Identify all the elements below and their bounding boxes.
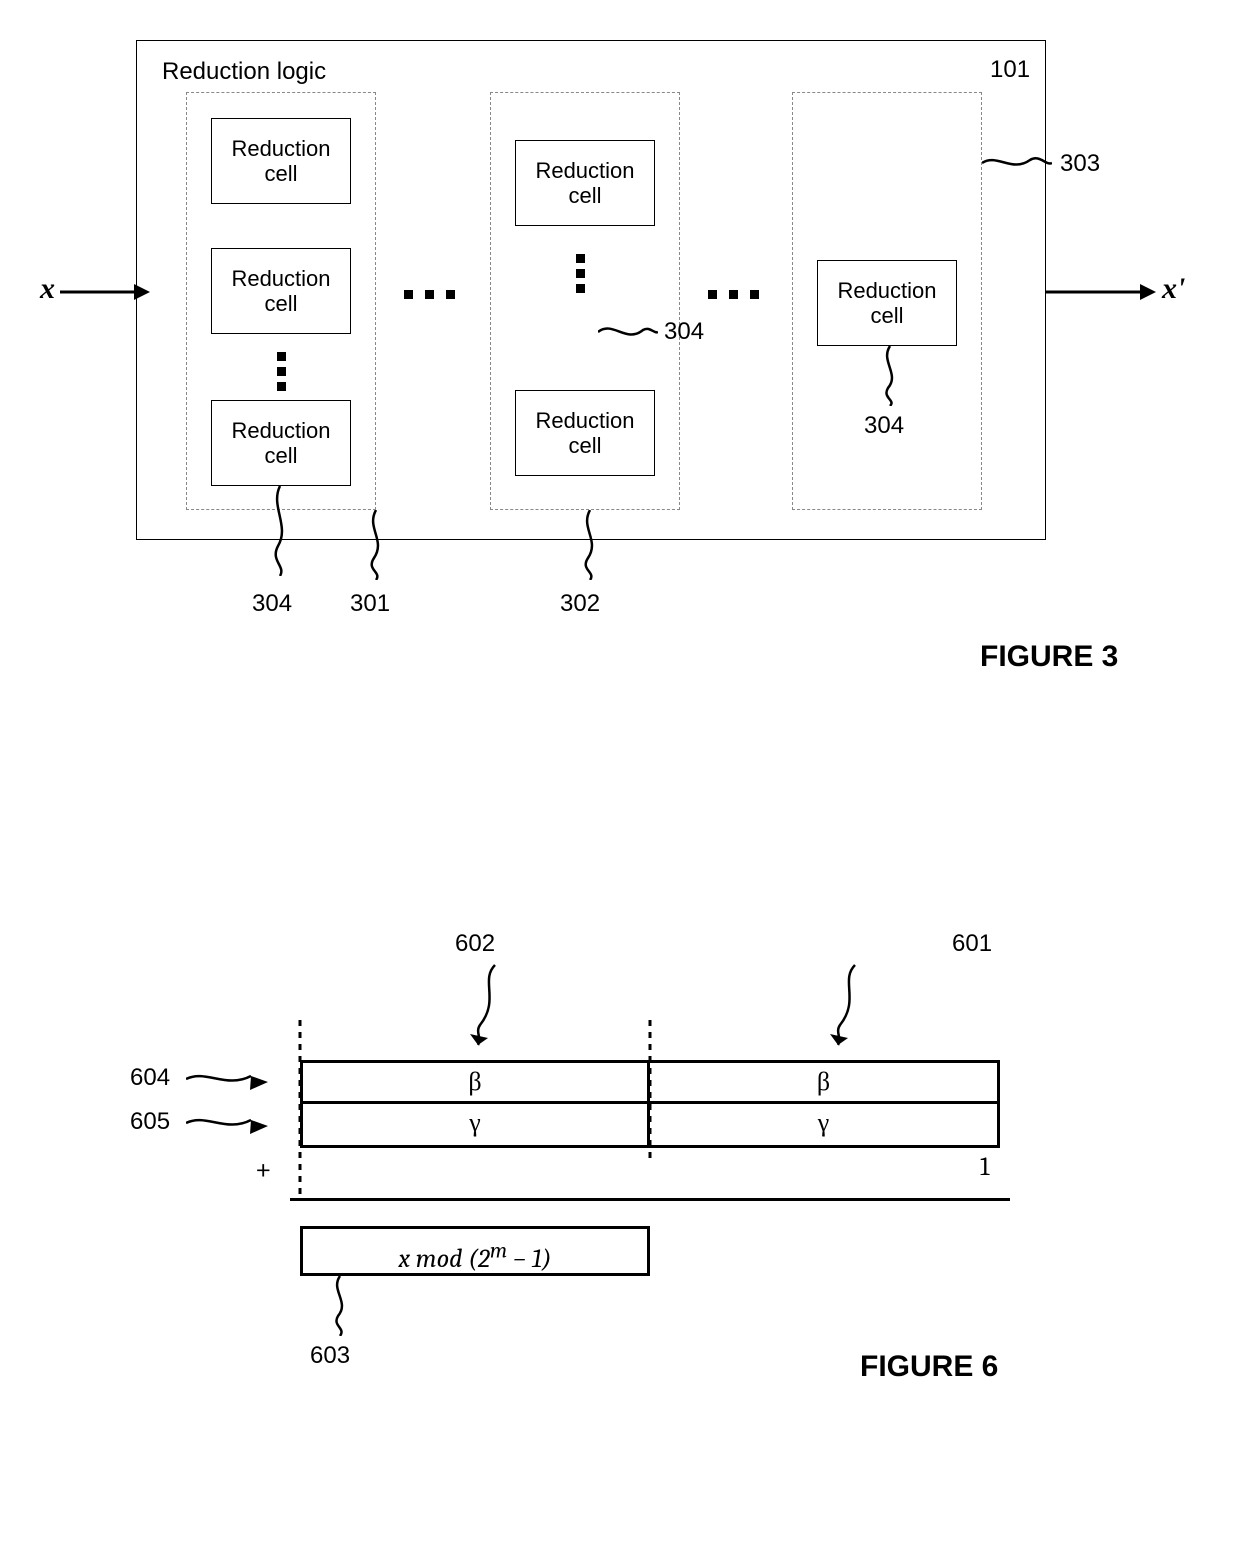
beta-label: β: [817, 1067, 830, 1097]
leader-arrow-icon: [186, 1064, 286, 1094]
reduction-cell: Reduction cell: [211, 118, 351, 204]
fig6-ref-601: 601: [952, 930, 992, 958]
fig3-ref-304b: 304: [664, 318, 704, 346]
fig3-caption: FIGURE 3: [980, 640, 1118, 674]
gamma-label: γ: [469, 1108, 481, 1138]
fig6-row-gamma-right: γ: [650, 1104, 1000, 1148]
fig6-ref-605: 605: [130, 1108, 170, 1136]
fig3-input-label: x: [40, 272, 55, 306]
fig3-ref-304a: 304: [252, 590, 292, 618]
leader-arrow-icon: [800, 960, 870, 1060]
fig3-title: Reduction logic: [162, 58, 326, 86]
result-label: x mod (2m − 1): [398, 1244, 551, 1274]
fig3-ref-304c: 304: [864, 412, 904, 440]
horizontal-ellipsis-icon: [398, 286, 461, 304]
reduction-cell-label: Reduction cell: [535, 408, 634, 459]
fig6-one: 1: [980, 1152, 989, 1182]
horizontal-ellipsis-icon: [702, 286, 765, 304]
reduction-cell: Reduction cell: [211, 248, 351, 334]
leader-line-icon: [870, 346, 910, 406]
fig6-ref-604: 604: [130, 1064, 170, 1092]
leader-line-icon: [570, 510, 610, 580]
fig3-ref-301: 301: [350, 590, 390, 618]
fig6-row-beta-right: β: [650, 1060, 1000, 1104]
leader-arrow-icon: [440, 960, 510, 1060]
reduction-cell-label: Reduction cell: [837, 278, 936, 329]
leader-line-icon: [982, 148, 1052, 178]
fig3-ref-303: 303: [1060, 150, 1100, 178]
gamma-label: γ: [818, 1108, 830, 1138]
leader-arrow-icon: [186, 1108, 286, 1138]
vertical-ellipsis-icon: [277, 346, 286, 397]
reduction-cell-label: Reduction cell: [231, 418, 330, 469]
fig6-ref-602: 602: [455, 930, 495, 958]
fig3-ref-302: 302: [560, 590, 600, 618]
leader-line-icon: [320, 1276, 360, 1336]
plus-icon: +: [255, 1152, 272, 1187]
fig6-ref-603: 603: [310, 1342, 350, 1370]
fig3-output-label: x': [1162, 272, 1185, 306]
leader-line-icon: [356, 510, 396, 580]
reduction-cell: Reduction cell: [515, 140, 655, 226]
reduction-cell-label: Reduction cell: [231, 136, 330, 187]
arrow-in-icon: [60, 280, 150, 304]
reduction-cell: Reduction cell: [211, 400, 351, 486]
fig6-row-beta-left: β: [300, 1060, 650, 1104]
fig6-sum-line: [290, 1198, 1010, 1201]
reduction-cell: Reduction cell: [817, 260, 957, 346]
fig6-caption: FIGURE 6: [860, 1350, 998, 1384]
reduction-cell-label: Reduction cell: [535, 158, 634, 209]
leader-line-icon: [260, 486, 300, 576]
leader-line-icon: [598, 312, 658, 352]
vertical-ellipsis-icon: [576, 248, 585, 299]
fig3-ref-101: 101: [990, 56, 1030, 84]
beta-label: β: [468, 1067, 481, 1097]
reduction-cell: Reduction cell: [515, 390, 655, 476]
arrow-out-icon: [1046, 280, 1156, 304]
fig6-row-gamma-left: γ: [300, 1104, 650, 1148]
reduction-cell-label: Reduction cell: [231, 266, 330, 317]
fig6-result-box: x mod (2m − 1): [300, 1226, 650, 1276]
